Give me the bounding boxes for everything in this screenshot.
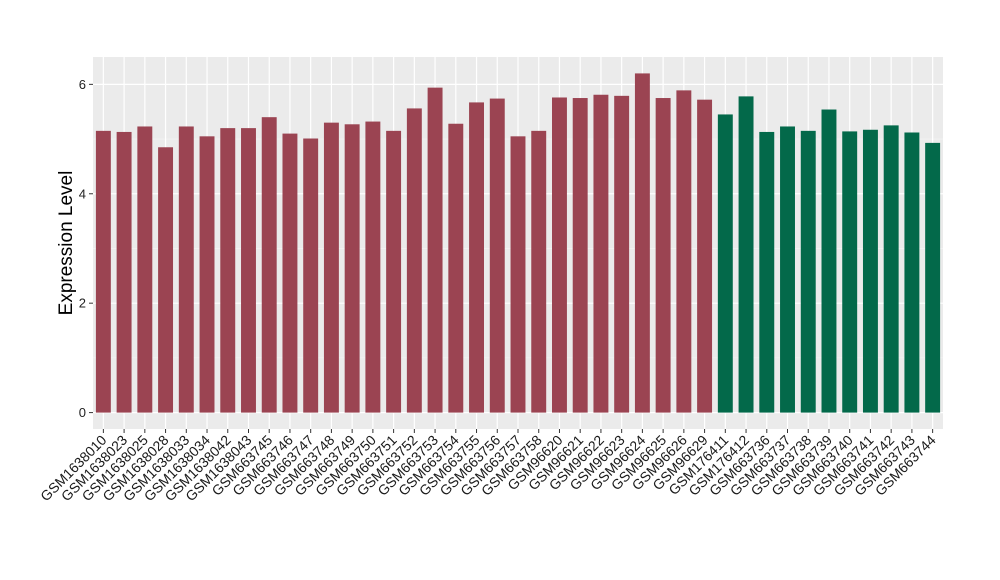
bar-GSM1638043 (241, 128, 256, 413)
bar-GSM663749 (344, 124, 360, 413)
bar-GSM176412 (738, 96, 754, 413)
bar-GSM663756 (489, 98, 505, 413)
y-tick-label: 2 (79, 296, 86, 311)
bar-GSM96629 (697, 99, 713, 413)
bar-GSM663747 (303, 138, 319, 413)
bar-GSM663748 (323, 122, 339, 413)
bar-GSM96621 (572, 98, 588, 413)
bar-GSM663741 (862, 129, 878, 413)
bar-GSM663750 (365, 121, 381, 413)
bar-GSM663739 (821, 109, 837, 413)
bar-GSM1638042 (220, 128, 236, 413)
bar-GSM663738 (800, 130, 816, 413)
y-tick-label: 0 (79, 405, 86, 420)
y-tick-label: 4 (79, 186, 86, 201)
bar-GSM1638033 (178, 126, 194, 413)
bar-GSM663743 (904, 132, 920, 413)
x-axis: GSM1638010GSM1638023GSM1638025GSM1638028… (37, 429, 939, 504)
y-tick-label: 6 (79, 77, 86, 92)
bar-GSM96623 (614, 95, 630, 413)
bar-GSM663736 (759, 131, 775, 413)
y-axis: 0 2 4 6 (79, 77, 93, 420)
bar-GSM176411 (717, 114, 733, 413)
bar-GSM663746 (282, 133, 298, 413)
bar-GSM1638034 (199, 136, 215, 413)
bar-GSM663751 (386, 130, 402, 413)
bar-GSM96624 (634, 73, 650, 413)
bar-GSM96626 (676, 90, 692, 413)
bars (95, 73, 941, 413)
bar-GSM1638023 (116, 131, 132, 413)
bar-GSM1638028 (158, 147, 174, 413)
bar-GSM96622 (593, 94, 609, 413)
bar-GSM663758 (531, 130, 547, 413)
bar-GSM663754 (448, 123, 464, 413)
bar-GSM1638010 (95, 130, 111, 413)
bar-GSM96620 (552, 97, 567, 413)
bar-GSM663753 (427, 87, 443, 413)
bar-GSM663745 (261, 117, 277, 413)
y-axis-title: Expression Level (56, 171, 77, 316)
bar-GSM663742 (883, 125, 899, 413)
bar-GSM663744 (925, 142, 941, 413)
bar-GSM96625 (655, 98, 671, 413)
bar-GSM663752 (406, 108, 422, 413)
bar-GSM663737 (780, 126, 795, 413)
bar-GSM663740 (842, 131, 858, 413)
bar-GSM663755 (469, 102, 484, 413)
bar-GSM1638025 (137, 126, 153, 413)
bar-GSM663757 (510, 136, 526, 413)
